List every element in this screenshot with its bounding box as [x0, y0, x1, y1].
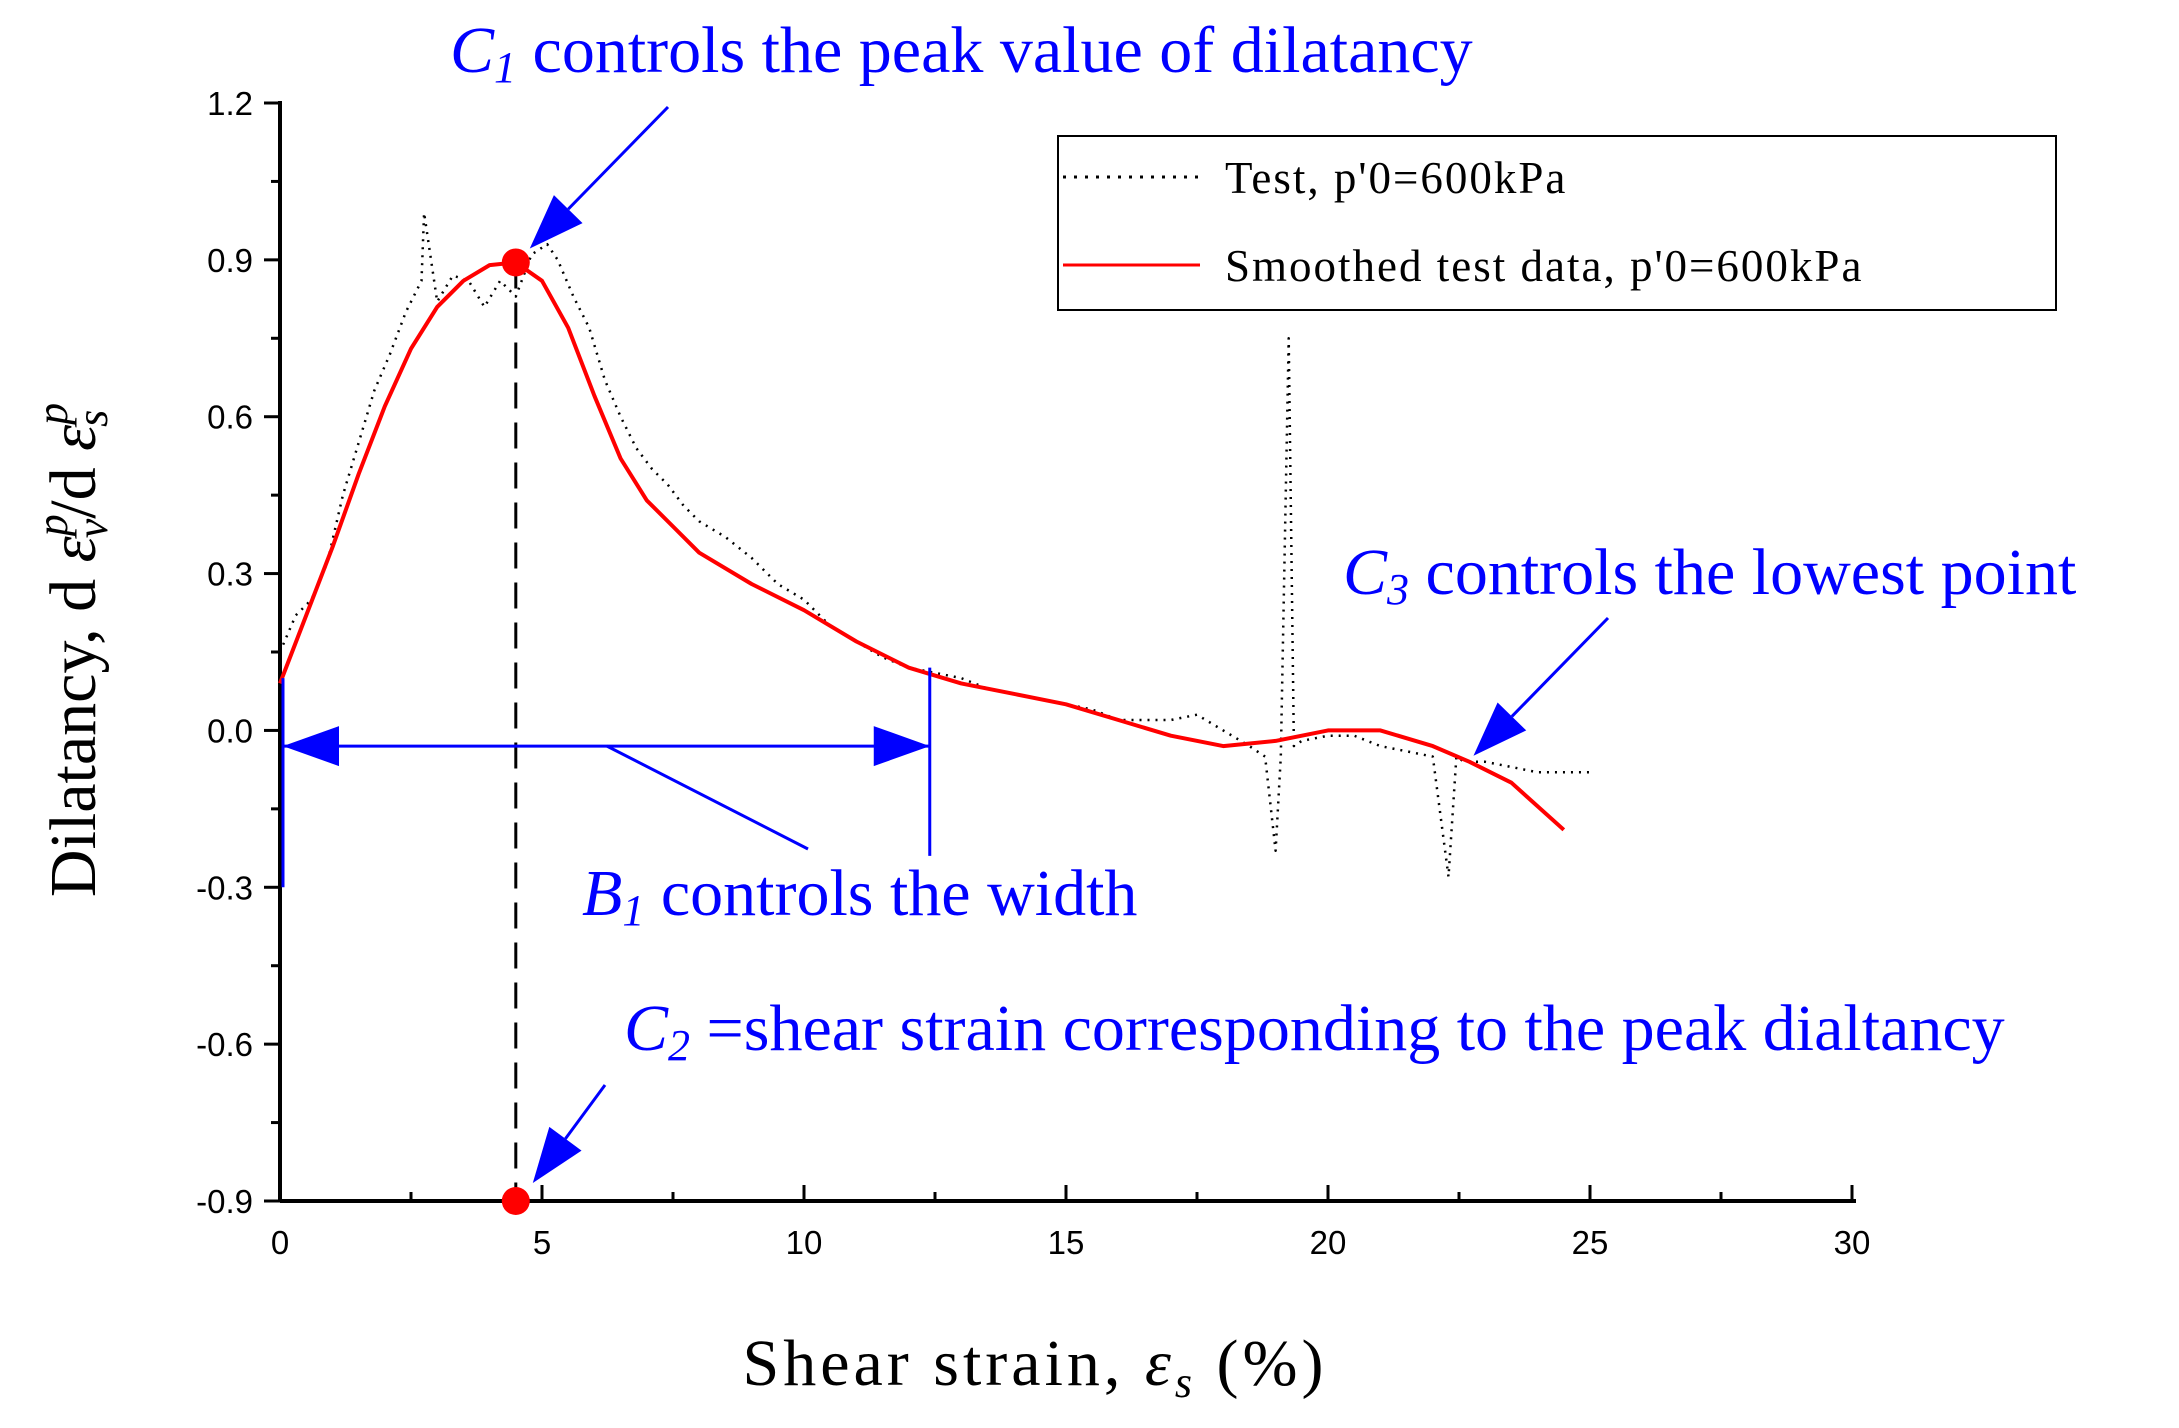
x-tick-label: 30 — [1834, 1224, 1871, 1261]
x-tick-label: 15 — [1048, 1224, 1085, 1261]
c2-text: =shear strain corresponding to the peak … — [690, 992, 2005, 1065]
legend-box — [1057, 135, 2057, 311]
x-tick-label: 5 — [533, 1224, 551, 1261]
c3-text: controls the lowest point — [1409, 536, 2076, 609]
data-series — [278, 211, 1590, 879]
c3-arrow-head — [1473, 702, 1527, 756]
c2-symbol: C — [624, 992, 669, 1065]
width-arrowhead-right — [873, 726, 930, 767]
y-tick-label: -0.9 — [196, 1183, 253, 1220]
axis-tick-labels: 0 5 10 15 20 25 30 1.2 0.9 0.6 0.3 0.0 -0.3 -0.6 -0.9 — [196, 85, 1870, 1261]
y-tick-label: 0.6 — [207, 399, 253, 436]
y-tick-label: -0.3 — [196, 869, 253, 906]
y-tick-label: 0.9 — [207, 242, 253, 279]
x-axis-title: Shear strain, εs (%) — [743, 1327, 1328, 1407]
width-arrowhead-left — [283, 726, 339, 767]
b1-annotation: B1 controls the width — [582, 857, 1137, 935]
annotation-arrows — [529, 105, 1610, 1183]
peak-marker — [501, 248, 530, 277]
y-tick-label: 0.3 — [207, 556, 253, 593]
c2-marker — [501, 1187, 530, 1215]
x-tick-label: 0 — [271, 1224, 289, 1261]
c3-annotation: C3 controls the lowest point — [1343, 536, 2076, 614]
y-tick-label: 0.0 — [207, 712, 253, 749]
b1-text: controls the width — [644, 857, 1137, 930]
c1-text: controls the peak value of dilatancy — [516, 14, 1473, 87]
c2-arrow-head — [532, 1126, 582, 1183]
c1-subscript: 1 — [494, 43, 516, 92]
c2-annotation: C2 =shear strain corresponding to the pe… — [624, 992, 2005, 1070]
legend: Test, p'0=600kPa Smoothed test data, p'0… — [1057, 135, 2057, 311]
smoothed-series-line — [278, 260, 1566, 832]
x-tick-label: 10 — [786, 1224, 823, 1261]
y-axis-title: Dilatancy, d εpv/d εps — [28, 403, 117, 897]
c2-subscript: 2 — [668, 1021, 690, 1070]
c2-arrow-line — [564, 1084, 607, 1140]
legend-test-label: Test, p'0=600kPa — [1225, 153, 1567, 203]
c3-subscript: 3 — [1386, 565, 1409, 614]
c1-annotation: C1 controls the peak value of dilatancy — [450, 14, 1473, 92]
width-arrow — [281, 667, 932, 888]
x-tick-label: 20 — [1310, 1224, 1347, 1261]
c3-symbol: C — [1343, 536, 1388, 609]
legend-smoothed-label: Smoothed test data, p'0=600kPa — [1225, 241, 1863, 291]
width-leader-line — [606, 744, 809, 851]
y-tick-label: 1.2 — [207, 85, 253, 122]
axis-ticks — [264, 101, 1854, 1203]
c3-arrow-line — [1510, 616, 1610, 718]
c1-arrow-head — [529, 195, 583, 249]
test-series-line — [278, 211, 1590, 879]
b1-symbol: B — [582, 857, 622, 930]
c1-arrow-line — [567, 105, 670, 211]
y-tick-label: -0.6 — [196, 1026, 253, 1063]
c1-symbol: C — [450, 14, 495, 87]
x-tick-label: 25 — [1572, 1224, 1609, 1261]
b1-subscript: 1 — [622, 886, 644, 935]
